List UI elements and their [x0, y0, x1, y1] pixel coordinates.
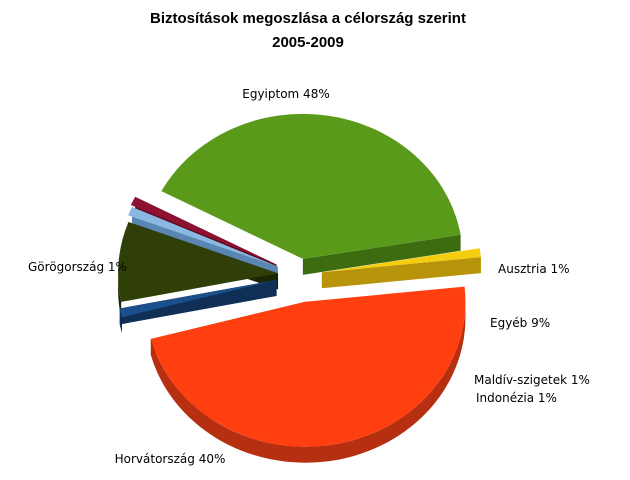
chart-title-line-2: 2005-2009: [272, 34, 344, 51]
slice-label-indonezia: Indonézia 1%: [476, 391, 557, 405]
pie-slice-cut-horvatorszag: [302, 234, 461, 275]
pie-slice-cut-gorogorszag: [321, 257, 481, 289]
pie-slice-cut-ausztria: [119, 279, 277, 325]
pie-slice-egyeb: [118, 222, 279, 318]
pie-slice-top-horvatorszag: [161, 113, 461, 259]
slice-label-maldiv-szigetek: Maldív-szigetek 1%: [474, 373, 590, 387]
pie-slice-egyiptom: [150, 286, 466, 463]
pie-slice-top-indonezia: [130, 196, 277, 265]
pie-slices: [118, 113, 481, 463]
slice-label-egyeb: Egyéb 9%: [490, 316, 550, 330]
pie-slice-gorogorszag: [321, 248, 481, 289]
pie-slice-horvatorszag: [161, 113, 461, 275]
pie-slice-ausztria: [119, 279, 277, 334]
pie-slice-top-egyeb: [118, 222, 279, 302]
slice-label-egyiptom: Egyiptom 48%: [242, 87, 329, 101]
slice-label-horvatorszag: Horvátország 40%: [115, 452, 226, 466]
pie-slice-side-egyeb: [118, 273, 122, 318]
pie-labels: Egyiptom 48% Ausztria 1% Egyéb 9% Maldív-sz…: [28, 87, 590, 466]
chart-title-line-1: Biztosítások megoszlása a célország szer…: [150, 10, 466, 27]
slice-label-ausztria: Ausztria 1%: [498, 262, 570, 276]
pie-slice-top-egyiptom: [150, 286, 466, 447]
pie-slice-top-ausztria: [119, 279, 277, 318]
slice-label-gorogorszag: Görögország 1%: [28, 260, 127, 274]
pie-slice-top-maldiv-szigetek: [128, 207, 278, 267]
pie-slice-top-gorogorszag: [321, 248, 481, 273]
